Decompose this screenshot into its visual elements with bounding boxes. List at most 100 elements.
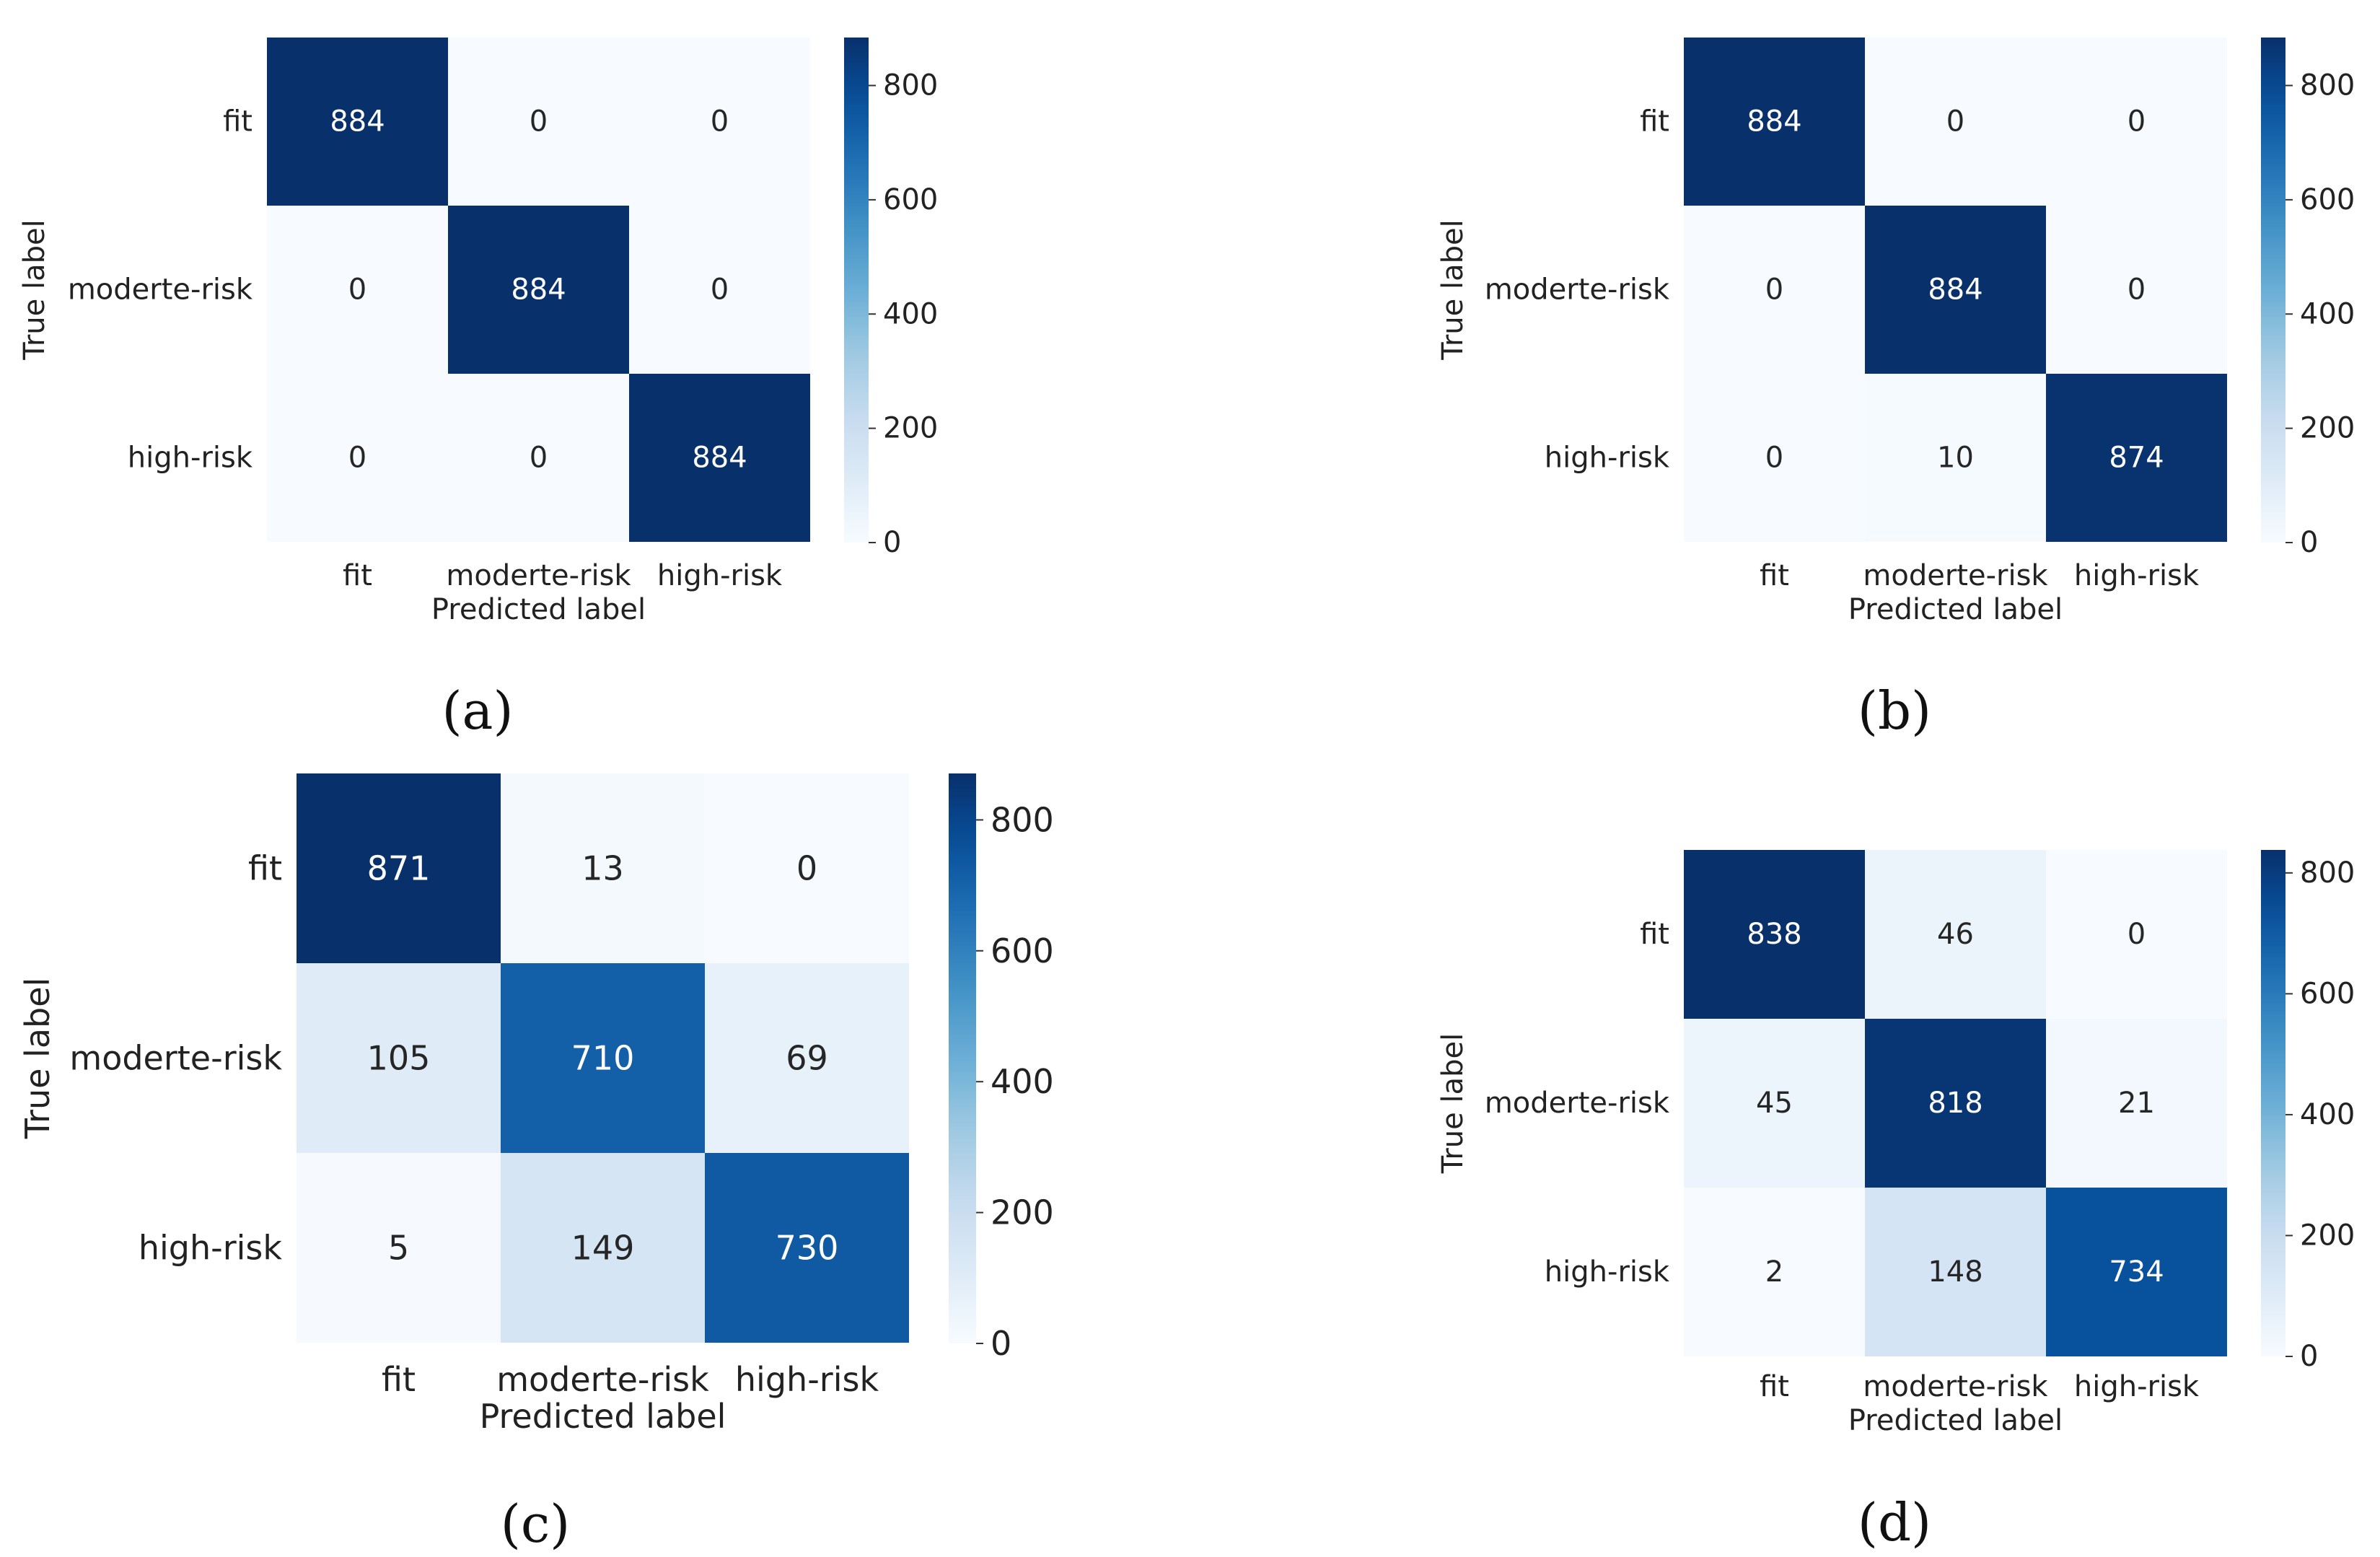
cell-value: 2: [1765, 1255, 1783, 1289]
cell-value: 884: [1747, 105, 1801, 139]
y-tick-label: high-risk: [128, 442, 253, 475]
heatmap-cell: [501, 963, 705, 1153]
heatmap-cell: [448, 38, 629, 206]
panel-label: (c): [501, 1494, 571, 1554]
cell-value: 148: [1928, 1255, 1982, 1289]
cell-value: 0: [2127, 273, 2146, 307]
cell-value: 884: [330, 105, 385, 139]
heatmap-cell: [705, 1153, 909, 1343]
y-tick-label: high-risk: [1545, 1255, 1670, 1289]
cell-value: 45: [1756, 1087, 1793, 1120]
cell-value: 0: [348, 273, 366, 307]
colorbar: [2261, 850, 2285, 1356]
heatmap-cell: [1865, 850, 2046, 1019]
y-tick-label: moderte-risk: [69, 1039, 282, 1078]
heatmap-cell: [2046, 374, 2227, 542]
cell-value: 884: [1928, 273, 1982, 307]
y-tick-label: fit: [1640, 918, 1669, 951]
x-tick-label: fit: [343, 559, 372, 592]
colorbar: [844, 38, 869, 543]
heatmap-cell: [1865, 38, 2046, 206]
x-tick-label: moderte-risk: [1863, 1370, 2048, 1403]
cell-value: 21: [2118, 1087, 2155, 1120]
y-tick-label: fit: [223, 105, 253, 139]
heatmap-cell: [629, 206, 810, 374]
heatmap-cell: [705, 773, 909, 963]
heatmap-cell: [501, 1153, 705, 1343]
cell-value: 10: [1937, 442, 1974, 475]
x-tick-label: high-risk: [657, 559, 783, 592]
heatmap-cell: [448, 374, 629, 542]
colorbar-tick-label: 600: [991, 931, 1054, 970]
heatmap-cell: [501, 773, 705, 963]
cell-value: 149: [571, 1229, 635, 1268]
panel-label: (b): [1858, 680, 1931, 741]
cell-value: 710: [571, 1039, 635, 1078]
heatmap-cell: [2046, 1019, 2227, 1188]
x-tick-label: fit: [1760, 1370, 1789, 1403]
heatmap-cell: [297, 773, 501, 963]
y-axis-title: True label: [1436, 219, 1470, 360]
x-axis-title: Predicted label: [1848, 593, 2063, 626]
colorbar-tick-label: 600: [2300, 977, 2355, 1010]
cell-value: 874: [2109, 442, 2164, 475]
heatmap-cell: [1684, 1019, 1865, 1188]
x-tick-label: high-risk: [2074, 559, 2200, 592]
colorbar-tick-label: 0: [991, 1324, 1011, 1363]
y-tick-label: moderte-risk: [1485, 273, 1670, 307]
heatmap-cell: [1684, 206, 1865, 374]
cell-value: 69: [786, 1039, 828, 1078]
cell-value: 13: [581, 849, 624, 888]
heatmap-cell: [1684, 850, 1865, 1019]
cell-value: 884: [511, 273, 566, 307]
colorbar-tick-label: 200: [883, 412, 938, 445]
colorbar-tick-label: 800: [2300, 856, 2355, 890]
x-tick-label: fit: [1760, 559, 1789, 592]
cell-value: 0: [711, 273, 729, 307]
x-tick-label: high-risk: [2074, 1370, 2200, 1403]
cell-value: 818: [1928, 1087, 1982, 1120]
colorbar-tick-label: 0: [2300, 526, 2318, 559]
confusion-matrix-panel-b: 884 0 0 0 884 0 0 10 874 fit moderte-risk high-risk…: [1436, 38, 2355, 741]
colorbar-tick-label: 600: [883, 183, 938, 216]
x-axis-title: Predicted label: [1848, 1404, 2063, 1437]
heatmap-cell: [629, 374, 810, 542]
cell-value: 0: [348, 442, 366, 475]
cell-value: 871: [367, 849, 431, 888]
x-axis-title: Predicted label: [480, 1397, 726, 1436]
panel-label: (a): [442, 680, 513, 741]
colorbar-tick-label: 600: [2300, 183, 2355, 216]
y-tick-label: moderte-risk: [1485, 1087, 1670, 1120]
cell-value: 0: [530, 442, 548, 475]
cell-value: 5: [388, 1229, 409, 1268]
colorbar-tick-label: 400: [883, 297, 938, 330]
colorbar-tick-label: 200: [2300, 412, 2355, 445]
colorbar: [2261, 38, 2285, 543]
x-tick-label: high-risk: [735, 1360, 879, 1399]
confusion-matrix-panel-c: 871 13 0 105 710 69 5 149 730 fit moderte-risk high…: [18, 773, 1054, 1554]
x-tick-label: moderte-risk: [496, 1360, 709, 1399]
colorbar-tick-label: 800: [2300, 69, 2355, 102]
colorbar-tick-label: 400: [2300, 297, 2355, 330]
heatmap-cell: [448, 206, 629, 374]
heatmap-cell: [1865, 1019, 2046, 1188]
cell-value: 46: [1937, 918, 1974, 951]
x-tick-label: fit: [382, 1360, 416, 1399]
y-tick-label: fit: [1640, 105, 1669, 139]
heatmap-cell: [267, 374, 448, 542]
cell-value: 838: [1747, 918, 1801, 951]
cell-value: 730: [776, 1229, 839, 1268]
colorbar: [949, 773, 976, 1343]
y-tick-label: moderte-risk: [68, 273, 253, 307]
cell-value: 734: [2109, 1255, 2164, 1289]
cell-value: 0: [2127, 918, 2146, 951]
heatmap-cell: [1865, 206, 2046, 374]
cell-value: 0: [2127, 105, 2146, 139]
heatmap-cell: [1865, 374, 2046, 542]
x-tick-label: moderte-risk: [1863, 559, 2048, 592]
heatmap-cell: [2046, 1188, 2227, 1356]
y-tick-label: high-risk: [1545, 442, 1670, 475]
y-axis-title: True label: [18, 978, 57, 1140]
colorbar-tick-label: 0: [2300, 1340, 2318, 1373]
cell-value: 0: [711, 105, 729, 139]
